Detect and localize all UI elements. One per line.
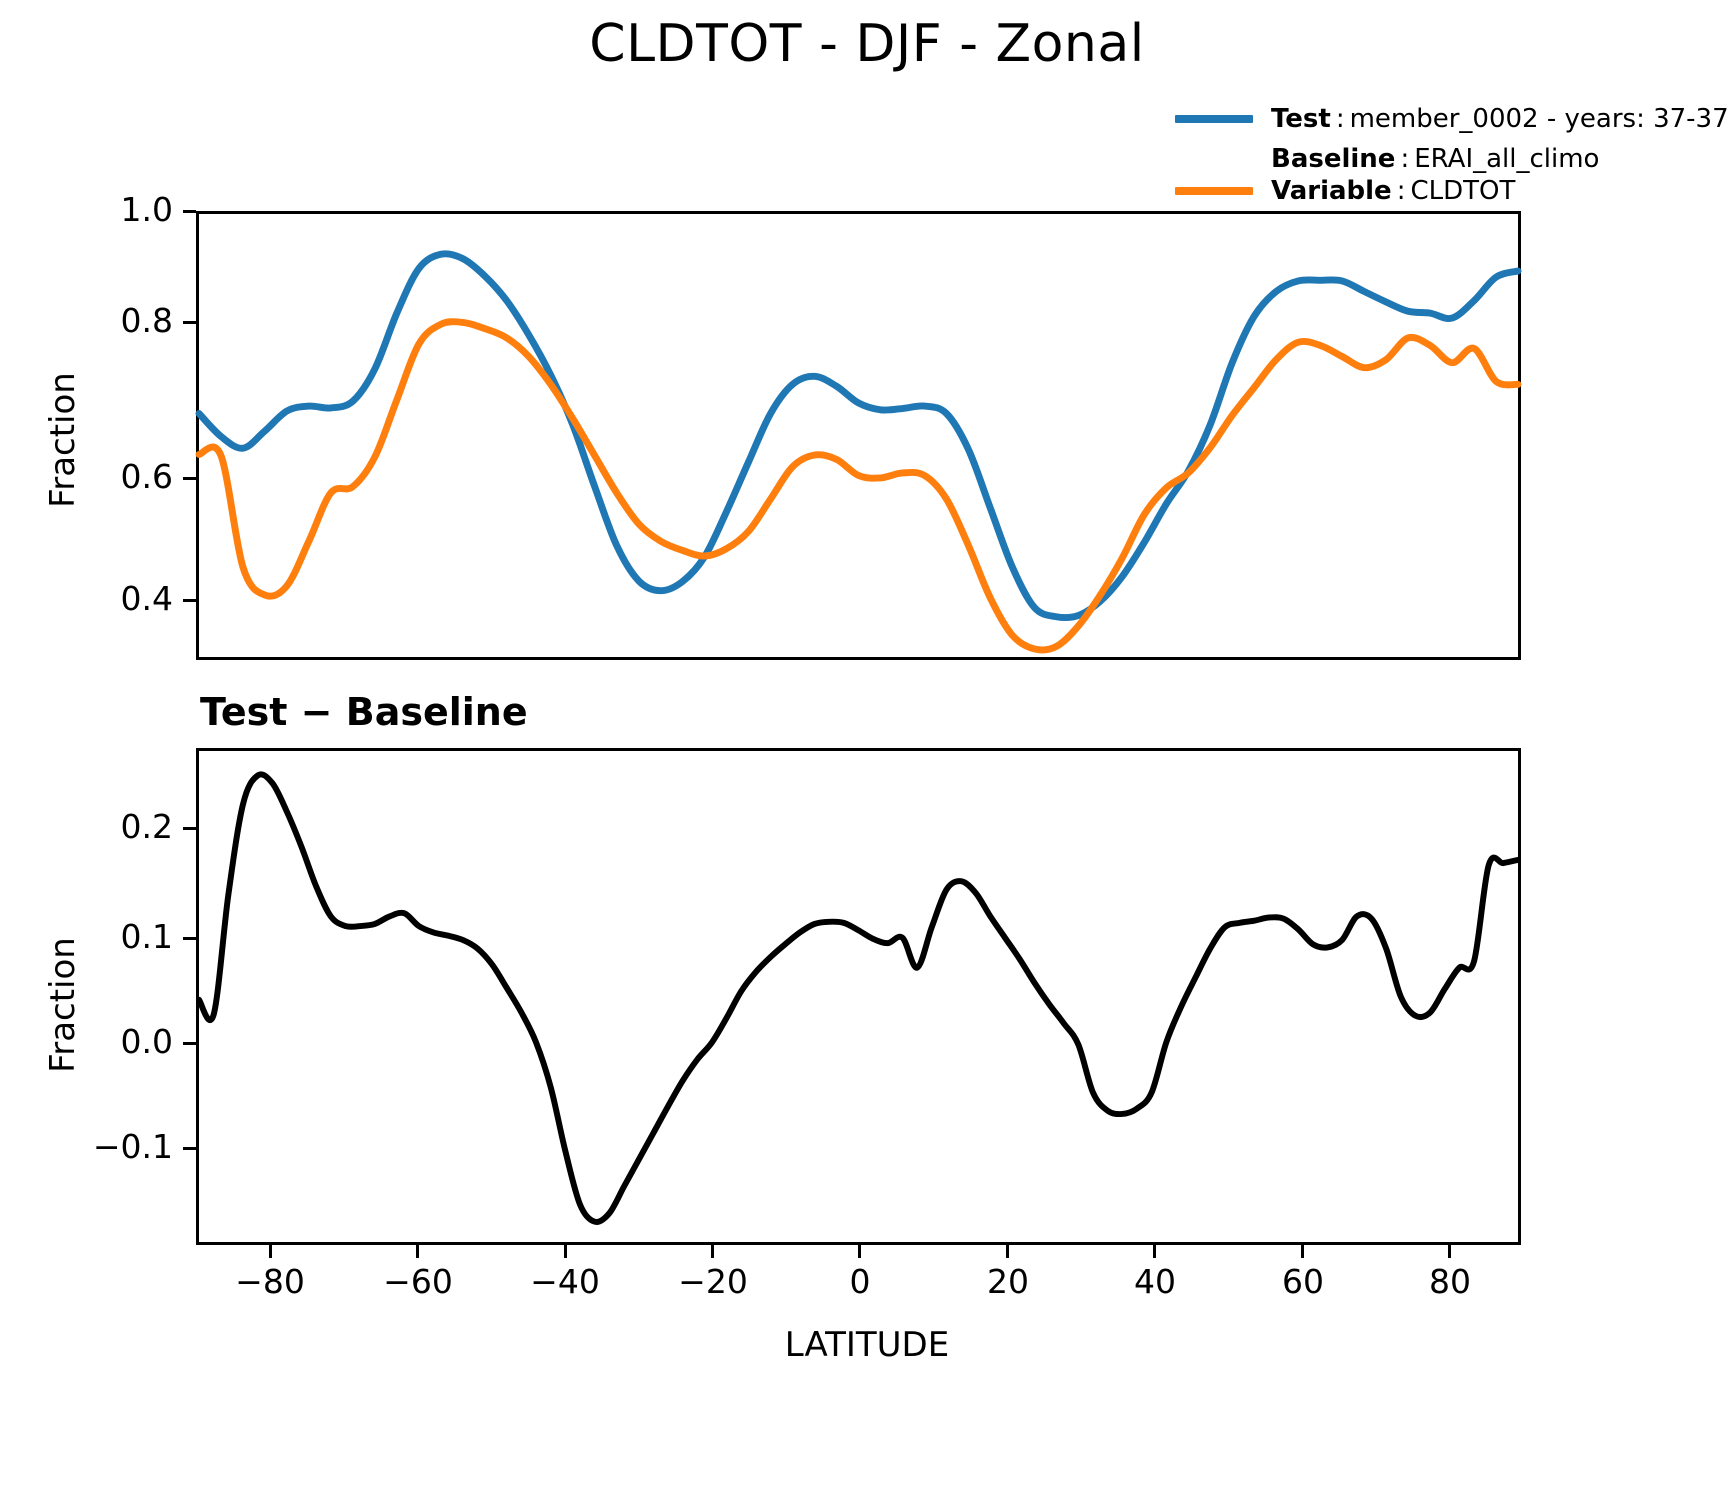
ytick-label-bottom: 0.2	[120, 807, 173, 846]
xtick-label: 60	[1282, 1262, 1324, 1301]
xtick-mark	[416, 1245, 419, 1258]
xtick-mark	[1153, 1245, 1156, 1258]
series-line	[195, 318, 1522, 654]
ytick-mark	[183, 210, 196, 213]
xtick-label: −60	[383, 1262, 453, 1301]
ytick-label-bottom: 0.0	[120, 1022, 173, 1061]
legend-value-baseline: ERAI_all_climo	[1414, 144, 1600, 174]
ytick-label-bottom: 0.1	[120, 917, 173, 956]
legend-key-baseline: Baseline	[1271, 144, 1396, 174]
figure-title: CLDTOT - DJF - Zonal	[589, 14, 1145, 74]
ytick-mark	[183, 477, 196, 480]
xtick-mark	[564, 1245, 567, 1258]
legend-key-test: Test	[1271, 104, 1331, 134]
ytick-mark	[183, 1147, 196, 1150]
bottom-panel-title: Test − Baseline	[200, 690, 528, 734]
legend-separator: :	[1396, 176, 1406, 206]
xtick-label: 80	[1429, 1262, 1471, 1301]
ytick-label-bottom: −0.1	[92, 1127, 173, 1166]
xtick-mark	[711, 1245, 714, 1258]
legend-value-variable: CLDTOT	[1410, 176, 1516, 206]
xtick-label: −20	[678, 1262, 748, 1301]
series-line	[195, 250, 1522, 622]
legend-swatch-test	[1175, 115, 1253, 123]
legend-swatch-spacer	[1175, 155, 1253, 163]
top-panel-ylabel: Fraction	[43, 372, 83, 508]
legend-entry-baseline: Baseline : ERAI_all_climo	[1175, 144, 1599, 174]
legend-entry-variable: Variable : CLDTOT	[1175, 176, 1515, 206]
ytick-label-top: 0.6	[120, 457, 173, 496]
xtick-mark	[1301, 1245, 1304, 1258]
legend-swatch-baseline	[1175, 187, 1253, 195]
legend-entry-test: Test : member_0002 - years: 37-37	[1175, 104, 1729, 134]
ytick-mark	[183, 321, 196, 324]
bottom-panel-ylabel: Fraction	[43, 937, 83, 1073]
bottom-panel-axes	[196, 748, 1521, 1245]
xtick-label: −80	[235, 1262, 305, 1301]
xtick-label: 0	[849, 1262, 871, 1301]
xtick-label: 20	[987, 1262, 1029, 1301]
legend-separator: :	[1335, 104, 1345, 134]
legend-key-variable: Variable	[1271, 176, 1392, 206]
xtick-label: 40	[1134, 1262, 1176, 1301]
bottom-panel-xlabel: LATITUDE	[784, 1325, 950, 1365]
top-panel-plot	[195, 250, 1522, 654]
series-line	[196, 771, 1521, 1225]
xtick-mark	[1006, 1245, 1009, 1258]
xtick-mark	[1448, 1245, 1451, 1258]
bottom-panel-plot	[196, 771, 1521, 1225]
ytick-label-top: 1.0	[120, 190, 173, 229]
ytick-mark	[183, 937, 196, 940]
legend-separator: :	[1400, 144, 1410, 174]
top-panel-axes	[195, 211, 1522, 660]
legend-value-test: member_0002 - years: 37-37	[1349, 104, 1729, 134]
xtick-mark	[858, 1245, 861, 1258]
ytick-mark	[183, 1042, 196, 1045]
ytick-mark	[183, 599, 196, 602]
ytick-label-top: 0.8	[120, 301, 173, 340]
ytick-mark	[183, 827, 196, 830]
ytick-label-top: 0.4	[120, 579, 173, 618]
xtick-mark	[269, 1245, 272, 1258]
xtick-label: −40	[530, 1262, 600, 1301]
